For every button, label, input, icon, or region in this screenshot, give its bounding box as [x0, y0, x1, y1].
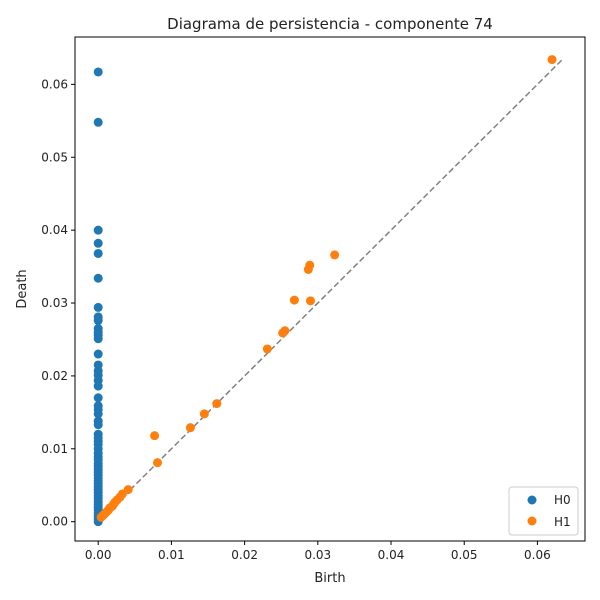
point-h0 [93, 273, 103, 283]
point-h1 [152, 458, 162, 468]
chart-title: Diagrama de persistencia - componente 74 [167, 15, 493, 33]
point-h0 [93, 67, 103, 77]
y-axis: 0.00 0.01 0.02 0.03 0.04 0.05 0.06 [41, 77, 75, 529]
point-h0 [93, 349, 103, 359]
x-tick-label: 0.03 [304, 548, 331, 562]
point-h0 [93, 225, 103, 235]
diagonal-line [97, 58, 564, 523]
point-h1 [262, 344, 272, 354]
point-h1 [96, 512, 106, 522]
point-h0 [93, 381, 103, 391]
point-h0 [93, 302, 103, 312]
y-tick-label: 0.03 [41, 296, 68, 310]
x-tick-label: 0.04 [378, 548, 405, 562]
legend: H0 H1 [508, 486, 579, 536]
point-h1 [305, 296, 315, 306]
point-h0 [93, 393, 103, 403]
y-tick-label: 0.06 [41, 77, 68, 91]
x-tick-label: 0.00 [85, 548, 112, 562]
y-tick-label: 0.02 [41, 369, 68, 383]
point-h0 [93, 316, 103, 326]
legend-label-h1: H1 [554, 515, 571, 529]
point-h0 [93, 420, 103, 430]
legend-label-h0: H0 [554, 493, 571, 507]
point-h1 [199, 409, 209, 419]
scatter-points [93, 55, 557, 527]
point-h0 [93, 334, 103, 344]
y-tick-label: 0.00 [41, 515, 68, 529]
y-tick-label: 0.05 [41, 150, 68, 164]
legend-marker-h0 [527, 495, 537, 505]
legend-marker-h1 [527, 516, 537, 526]
legend-box [508, 486, 579, 536]
point-h1 [278, 328, 288, 338]
point-h1 [303, 265, 313, 275]
x-tick-label: 0.06 [524, 548, 551, 562]
x-axis: 0.00 0.01 0.02 0.03 0.04 0.05 0.06 [85, 541, 551, 562]
y-tick-label: 0.01 [41, 442, 68, 456]
plot-area-frame [74, 36, 586, 542]
x-tick-label: 0.01 [158, 548, 185, 562]
point-h1 [547, 55, 557, 65]
point-h1 [185, 423, 195, 433]
point-h1 [330, 250, 340, 260]
point-h0 [93, 409, 103, 419]
point-h0 [93, 117, 103, 127]
point-h0 [93, 238, 103, 248]
y-axis-label: Death [15, 269, 30, 308]
point-h1 [289, 295, 299, 305]
x-tick-label: 0.02 [231, 548, 258, 562]
point-h1 [150, 431, 160, 441]
x-tick-label: 0.05 [451, 548, 478, 562]
point-h0 [93, 248, 103, 258]
x-axis-label: Birth [314, 571, 345, 586]
point-h1 [212, 399, 222, 409]
y-tick-label: 0.04 [41, 223, 68, 237]
